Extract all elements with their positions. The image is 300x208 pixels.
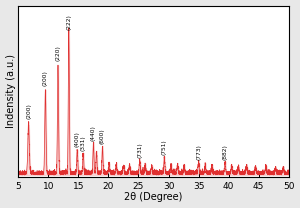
- Y-axis label: Indensity (a.u.): Indensity (a.u.): [6, 54, 16, 128]
- Text: (731): (731): [137, 142, 142, 158]
- Text: (200): (200): [26, 103, 31, 119]
- Text: (773): (773): [196, 144, 201, 160]
- Text: (222): (222): [66, 14, 71, 30]
- Text: (882): (882): [223, 144, 227, 160]
- Text: (440): (440): [91, 125, 96, 141]
- Text: (200): (200): [43, 70, 48, 86]
- Text: (600): (600): [100, 128, 105, 144]
- Text: (220): (220): [56, 45, 61, 61]
- Text: (331): (331): [81, 135, 86, 151]
- X-axis label: 2θ (Degree): 2θ (Degree): [124, 192, 183, 202]
- Text: (400): (400): [75, 131, 80, 147]
- Text: (751): (751): [162, 140, 167, 155]
